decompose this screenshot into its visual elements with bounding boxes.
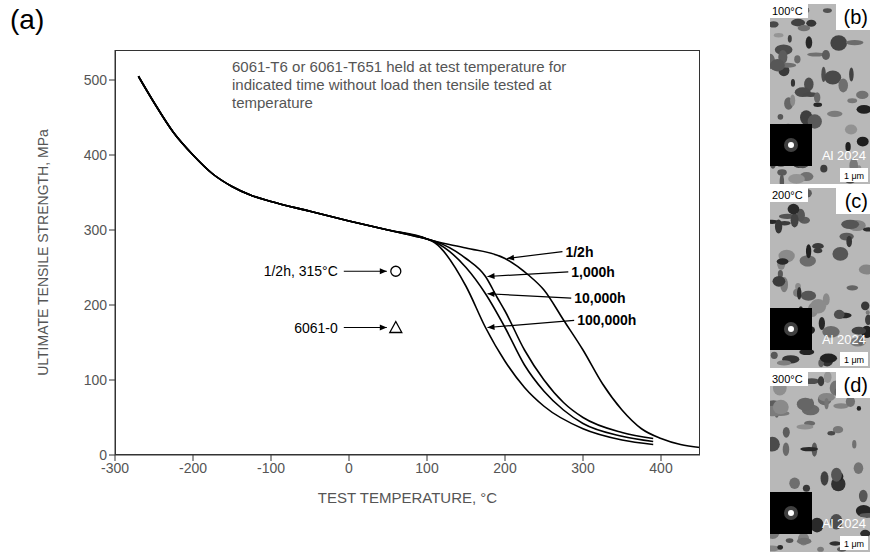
svg-text:300: 300	[571, 460, 595, 476]
svg-text:200: 200	[84, 297, 108, 313]
svg-text:1/2h: 1/2h	[565, 244, 593, 260]
svg-text:400: 400	[649, 460, 673, 476]
svg-text:1/2h, 315°C: 1/2h, 315°C	[264, 263, 338, 279]
svg-text:(c): (c)	[845, 190, 868, 212]
svg-text:(d): (d)	[844, 374, 868, 396]
svg-text:100°C: 100°C	[772, 5, 803, 17]
svg-text:100: 100	[84, 372, 108, 388]
svg-text:1,000h: 1,000h	[571, 264, 615, 280]
svg-text:300°C: 300°C	[772, 373, 803, 385]
html-text:(a): (a)	[10, 4, 45, 35]
svg-text:ULTIMATE TENSILE STRENGTH, MPa: ULTIMATE TENSILE STRENGTH, MPa	[35, 129, 51, 376]
svg-text:100,000h: 100,000h	[577, 312, 636, 328]
svg-text:Al 2024: Al 2024	[822, 332, 866, 347]
svg-text:400: 400	[84, 147, 108, 163]
svg-text:1 μm: 1 μm	[844, 171, 864, 181]
svg-text:6061-0: 6061-0	[294, 320, 338, 336]
svg-text:100: 100	[415, 460, 439, 476]
svg-text:-100: -100	[257, 460, 285, 476]
svg-text:0: 0	[345, 460, 353, 476]
svg-text:1 μm: 1 μm	[844, 355, 864, 365]
svg-text:200°C: 200°C	[772, 189, 803, 201]
svg-text:1 μm: 1 μm	[844, 539, 864, 549]
svg-text:Al 2024: Al 2024	[822, 516, 866, 531]
svg-text:0: 0	[99, 447, 107, 463]
svg-text:200: 200	[493, 460, 517, 476]
svg-text:-300: -300	[101, 459, 129, 476]
svg-text:(b): (b)	[844, 6, 868, 28]
svg-text:TEST TEMPERATURE, °C: TEST TEMPERATURE, °C	[318, 489, 498, 506]
svg-text:-200: -200	[179, 460, 207, 476]
svg-text:500: 500	[84, 72, 108, 88]
svg-text:300: 300	[84, 222, 108, 238]
svg-text:Al 2024: Al 2024	[822, 148, 866, 163]
html-text:6061-T6 or 6061-T651 held at t: 6061-T6 or 6061-T651 held at test temper…	[232, 58, 567, 111]
svg-text:10,000h: 10,000h	[574, 290, 625, 306]
